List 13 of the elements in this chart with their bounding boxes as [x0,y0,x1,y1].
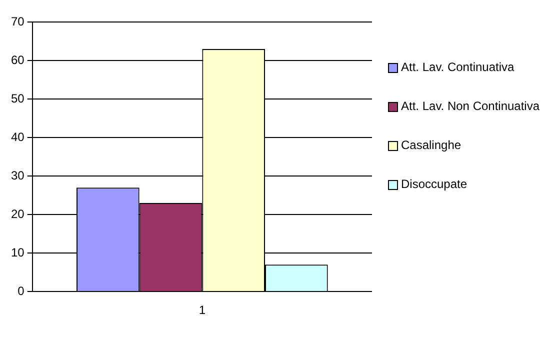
y-tick-label: 30 [10,168,25,182]
legend-label: Att. Lav. Non Continuativa [401,99,540,113]
y-tick-label: 60 [10,52,25,67]
legend-label: Att. Lav. Continuativa [401,60,514,74]
y-tick-label: 0 [18,284,25,298]
y-tick-label: 40 [10,130,25,144]
y-tick-label: 50 [10,91,25,106]
legend-label: Casalinghe [401,138,462,152]
legend-label: Disoccupate [401,177,468,191]
y-tick-label: 10 [10,245,25,260]
x-tick-label: 1 [198,303,206,318]
y-tick-label: 70 [10,14,25,28]
y-tick-label: 20 [10,206,25,221]
